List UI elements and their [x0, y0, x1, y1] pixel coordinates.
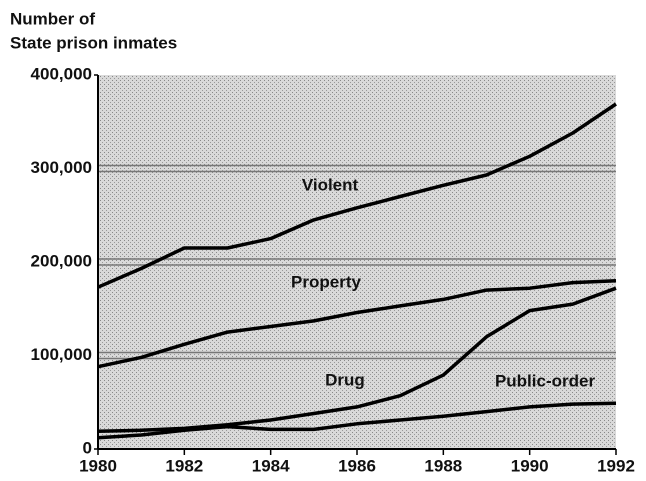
y-tick-label: 300,000 — [31, 158, 92, 177]
series-line — [97, 278, 617, 369]
y-tick-label: 0 — [83, 438, 92, 457]
plot-area — [98, 75, 616, 449]
x-tick-label: 1980 — [79, 456, 117, 475]
x-tick-label: 1988 — [424, 456, 462, 475]
y-axis-label: Number of — [10, 9, 95, 28]
y-axis-label: State prison inmates — [10, 33, 177, 52]
series-label: Public-order — [495, 371, 596, 390]
y-tick-label: 400,000 — [31, 64, 92, 83]
series-line — [97, 102, 617, 289]
y-tick-label: 200,000 — [31, 251, 92, 270]
x-tick-label: 1990 — [511, 456, 549, 475]
x-tick-label: 1992 — [597, 456, 635, 475]
x-tick-label: 1982 — [165, 456, 203, 475]
series-label: Violent — [302, 175, 359, 194]
y-tick-label: 100,000 — [31, 345, 92, 364]
series-label: Drug — [325, 370, 365, 389]
x-tick-label: 1986 — [338, 456, 376, 475]
series-label: Property — [291, 272, 361, 291]
series-line — [97, 401, 617, 440]
series-line — [97, 286, 617, 433]
x-tick-label: 1984 — [252, 456, 290, 475]
